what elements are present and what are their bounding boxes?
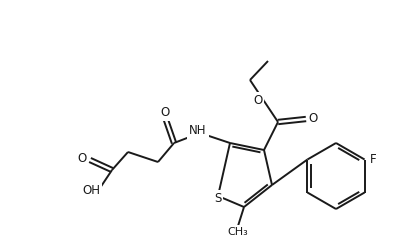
Text: S: S [214, 191, 221, 204]
Text: NH: NH [189, 124, 206, 137]
Text: O: O [77, 152, 86, 166]
Text: O: O [253, 93, 262, 106]
Text: OH: OH [82, 183, 100, 197]
Text: O: O [160, 106, 169, 120]
Text: CH₃: CH₃ [227, 227, 248, 237]
Text: F: F [369, 153, 376, 166]
Text: O: O [308, 113, 317, 126]
